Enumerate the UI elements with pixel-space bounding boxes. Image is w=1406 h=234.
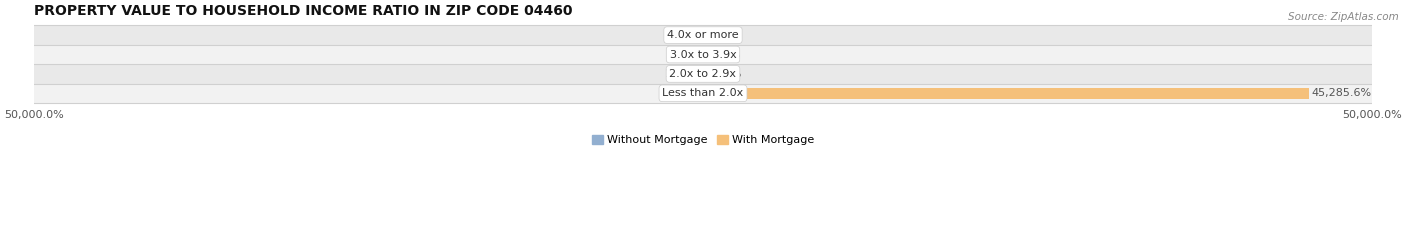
Text: 45,285.6%: 45,285.6% — [1312, 88, 1372, 98]
Text: 3.0x to 3.9x: 3.0x to 3.9x — [669, 50, 737, 59]
Text: 16.9%: 16.9% — [665, 69, 700, 79]
Text: 66.0%: 66.0% — [664, 88, 699, 98]
Text: Source: ZipAtlas.com: Source: ZipAtlas.com — [1288, 12, 1399, 22]
Bar — [703, 88, 1309, 99]
Text: 9.3%: 9.3% — [672, 50, 700, 59]
Bar — [34, 84, 1372, 103]
Bar — [34, 45, 1372, 64]
Text: PROPERTY VALUE TO HOUSEHOLD INCOME RATIO IN ZIP CODE 04460: PROPERTY VALUE TO HOUSEHOLD INCOME RATIO… — [34, 4, 572, 18]
Text: 4.0x or more: 4.0x or more — [668, 30, 738, 40]
Bar — [34, 64, 1372, 84]
Text: 11.2%: 11.2% — [706, 50, 741, 59]
Legend: Without Mortgage, With Mortgage: Without Mortgage, With Mortgage — [588, 131, 818, 150]
Text: 2.0x to 2.9x: 2.0x to 2.9x — [669, 69, 737, 79]
Bar — [34, 26, 1372, 45]
Text: Less than 2.0x: Less than 2.0x — [662, 88, 744, 98]
Text: 0.0%: 0.0% — [706, 30, 734, 40]
Text: 60.8%: 60.8% — [706, 69, 742, 79]
Text: 7.9%: 7.9% — [672, 30, 700, 40]
